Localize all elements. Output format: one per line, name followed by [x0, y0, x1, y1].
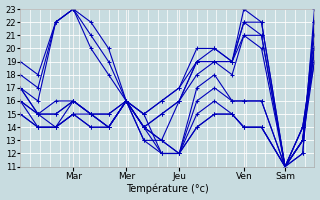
X-axis label: Température (°c): Température (°c) — [126, 184, 209, 194]
